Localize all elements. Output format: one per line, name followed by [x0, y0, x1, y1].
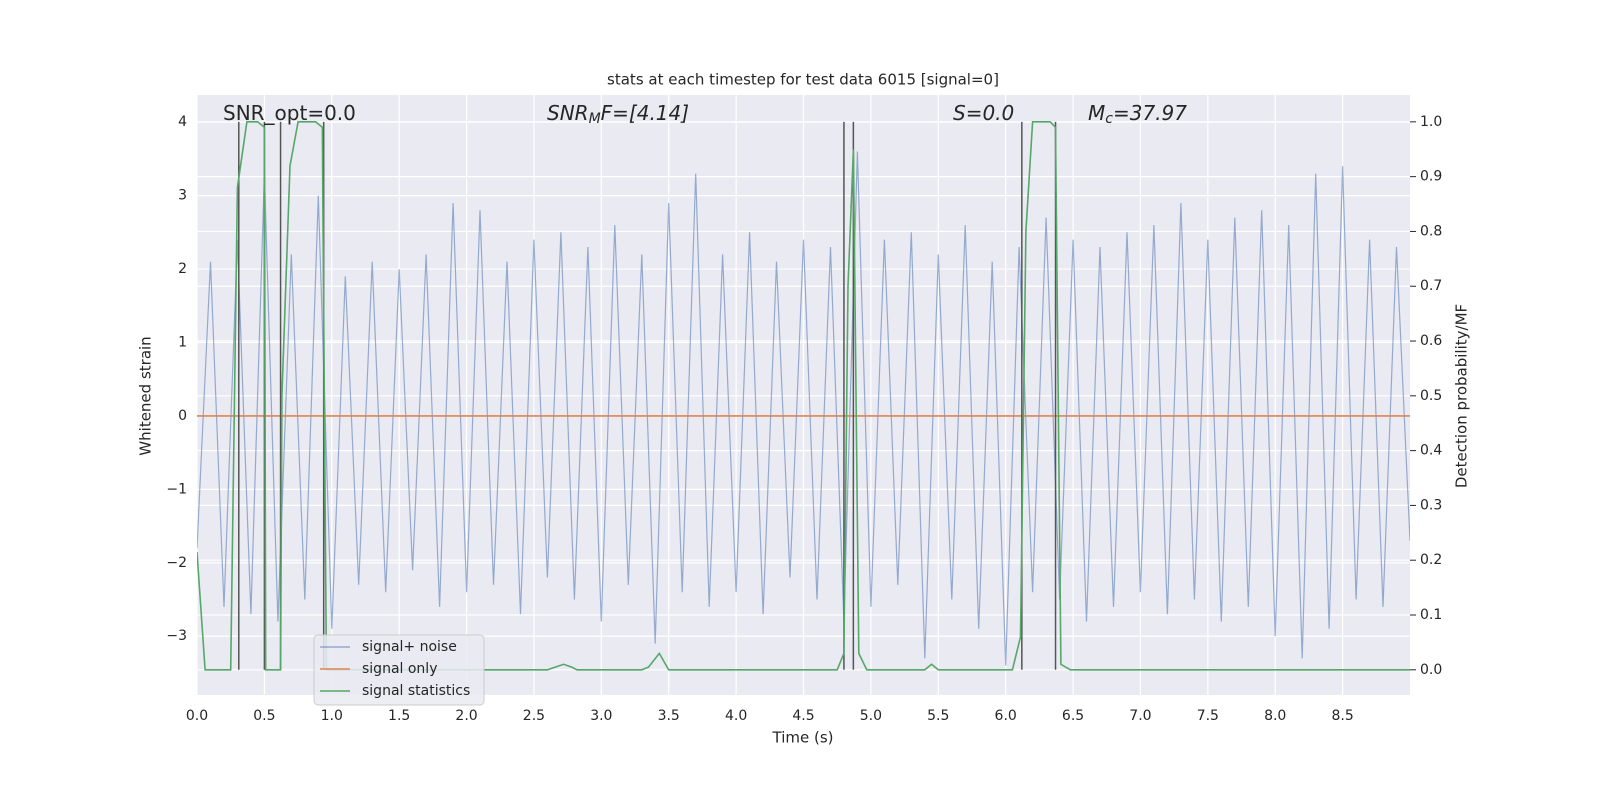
legend-label: signal statistics	[362, 683, 470, 699]
y-tick-label: −3	[166, 628, 187, 644]
x-tick-label: 4.5	[792, 708, 814, 724]
y-tick-label: 2	[178, 261, 187, 277]
x-tick-label: 3.5	[658, 708, 680, 724]
annotation-main: M	[1088, 101, 1105, 125]
y-axis-label: Whitened strain	[137, 336, 155, 455]
annotation: SNR_opt=0.0	[223, 101, 356, 125]
x-tick-label: 8.0	[1264, 708, 1286, 724]
series-line	[197, 151, 1410, 666]
x-tick-label: 3.0	[590, 708, 612, 724]
y2-tick-label: 0.3	[1420, 497, 1442, 513]
y-tick-label: 0	[178, 408, 187, 424]
x-tick-label: 6.5	[1062, 708, 1084, 724]
y2-tick-label: 0.5	[1420, 388, 1442, 404]
y2-tick-label: 0.4	[1420, 443, 1442, 459]
y2-tick-label: 0.2	[1420, 552, 1442, 568]
annotation-sub: c	[1105, 111, 1113, 127]
y2-tick-label: 0.6	[1420, 333, 1442, 349]
annotation: S=0.0	[953, 101, 1014, 125]
y-tick-label: 4	[178, 114, 187, 130]
annotation-sub: M	[589, 111, 601, 127]
y2-tick-label: 1.0	[1420, 114, 1442, 130]
x-tick-label: 1.5	[388, 708, 410, 724]
y2-tick-label: 0.9	[1420, 169, 1442, 185]
series-line	[197, 121, 1410, 671]
legend-label: signal only	[362, 661, 437, 677]
x-tick-label: 7.0	[1129, 708, 1151, 724]
x-tick-label: 2.5	[523, 708, 545, 724]
x-tick-label: 6.0	[995, 708, 1017, 724]
y-tick-label: −2	[166, 555, 187, 571]
annotation-text: SNR_opt=0.0	[223, 101, 356, 125]
annotation-after: F=[4.14]	[601, 101, 689, 125]
annotation-main: SNR	[547, 101, 589, 125]
x-tick-label: 1.0	[321, 708, 343, 724]
annotation: SNRMF=[4.14]	[547, 101, 689, 128]
x-axis-label: Time (s)	[772, 729, 834, 747]
annotation-main: S	[953, 101, 966, 125]
legend-box	[313, 634, 485, 706]
y2-tick-label: 0.1	[1420, 607, 1442, 623]
y-tick-label: −1	[166, 481, 187, 497]
chart-title: stats at each timestep for test data 601…	[607, 71, 999, 89]
x-tick-label: 5.5	[927, 708, 949, 724]
x-tick-label: 4.0	[725, 708, 747, 724]
legend-label: signal+ noise	[362, 639, 457, 655]
y-tick-label: 1	[178, 334, 187, 350]
x-tick-label: 5.0	[860, 708, 882, 724]
y-tick-label: 3	[178, 188, 187, 204]
y2-tick-label: 0.7	[1420, 278, 1442, 294]
annotation-after: =0.0	[966, 101, 1015, 125]
x-tick-label: 0.5	[253, 708, 275, 724]
y2-axis-label: Detection probability/MF	[1453, 304, 1471, 488]
x-tick-label: 2.0	[455, 708, 477, 724]
x-tick-label: 0.0	[186, 708, 208, 724]
x-tick-label: 7.5	[1197, 708, 1219, 724]
annotation-after: =37.97	[1113, 101, 1187, 125]
y2-tick-label: 0.0	[1420, 662, 1442, 678]
x-tick-label: 8.5	[1331, 708, 1353, 724]
annotation: Mc=37.97	[1088, 101, 1187, 128]
y2-tick-label: 0.8	[1420, 223, 1442, 239]
